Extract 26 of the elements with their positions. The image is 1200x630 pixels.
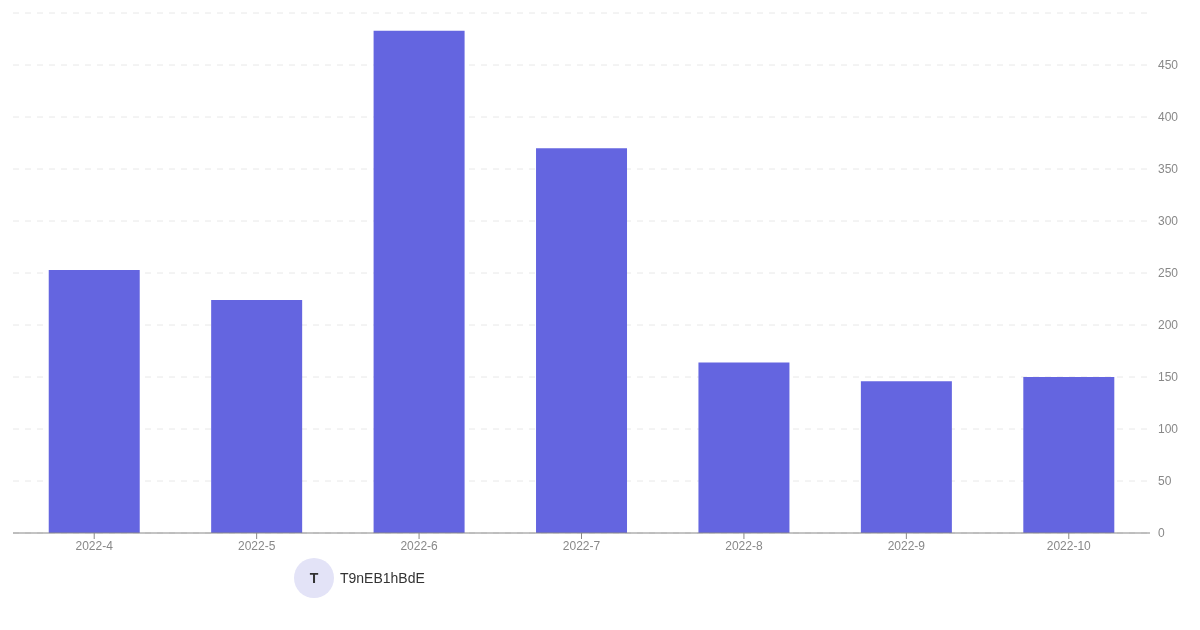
bar xyxy=(373,30,465,533)
y-tick-label: 200 xyxy=(1158,318,1179,333)
x-tick-label: 2022-5 xyxy=(237,538,276,553)
bar xyxy=(1023,377,1115,533)
y-tick-label: 100 xyxy=(1158,422,1179,437)
avatar-circle: T xyxy=(294,558,334,598)
bar xyxy=(860,381,952,533)
text: T9nEB1hBdE xyxy=(340,570,425,586)
y-tick-label: 300 xyxy=(1158,214,1179,229)
bar xyxy=(48,269,140,533)
y-tick-label: 350 xyxy=(1158,162,1179,177)
x-tick-label: 2022-9 xyxy=(887,538,926,553)
x-tick-label: 2022-4 xyxy=(75,538,114,553)
bar xyxy=(211,300,303,533)
y-tick-label: 50 xyxy=(1158,474,1172,489)
x-tick-label: 2022-10 xyxy=(1046,538,1092,553)
y-tick-label: 450 xyxy=(1158,58,1179,73)
x-tick-label: 2022-6 xyxy=(400,538,439,553)
y-tick-label: 400 xyxy=(1158,110,1179,125)
bar xyxy=(698,362,790,533)
bar xyxy=(536,148,628,533)
y-tick-label: 250 xyxy=(1158,266,1179,281)
y-tick-label: 150 xyxy=(1158,370,1179,385)
x-tick-label: 2022-8 xyxy=(725,538,763,553)
x-tick-label: 2022-7 xyxy=(562,538,601,553)
y-tick-label: 0 xyxy=(1158,526,1165,541)
